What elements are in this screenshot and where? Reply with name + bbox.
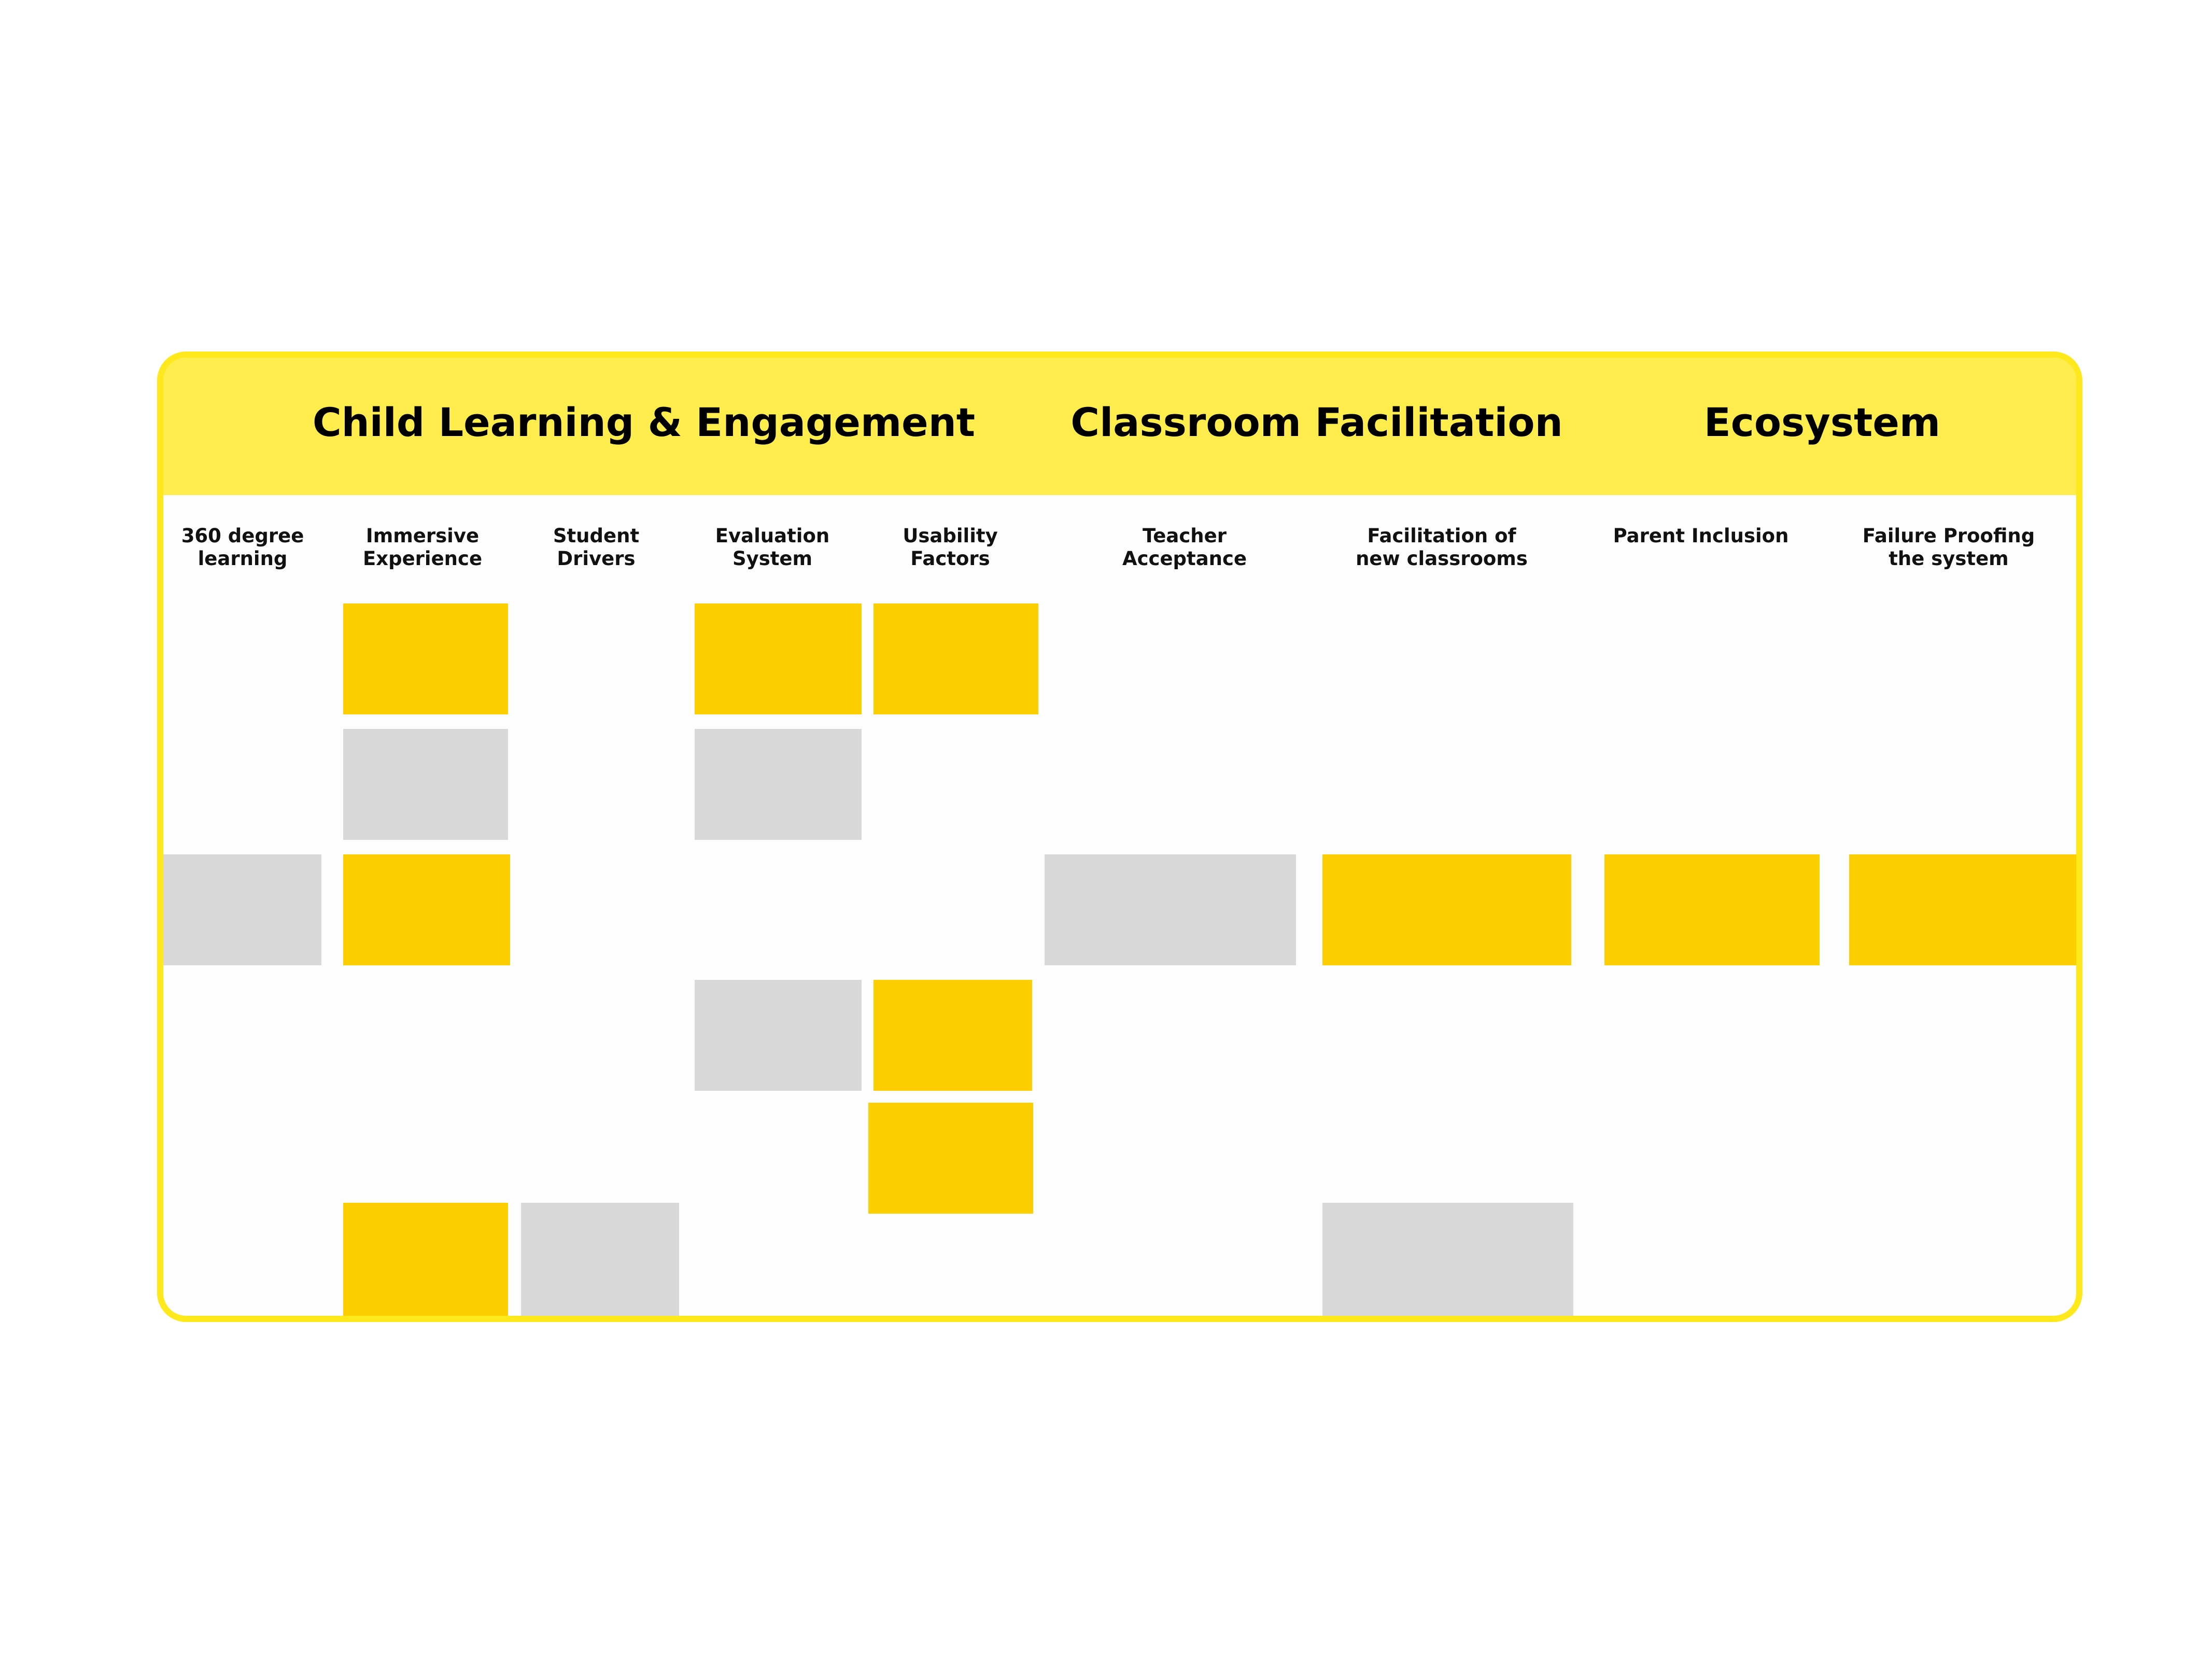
sticky-note-yellow[interactable] <box>695 603 862 714</box>
group-title-classroom-facilitation: Classroom Facilitation <box>1070 399 1563 445</box>
column-label-360-degree-learning: 360 degree learning <box>181 525 304 570</box>
sticky-note-grey[interactable] <box>1322 1203 1573 1316</box>
sticky-note-grey[interactable] <box>1045 854 1296 965</box>
sticky-note-yellow[interactable] <box>343 854 510 965</box>
sticky-note-yellow[interactable] <box>873 980 1032 1091</box>
sticky-note-yellow[interactable] <box>1849 854 2076 965</box>
column-label-usability-factors: Usability Factors <box>903 525 998 570</box>
sticky-note-yellow[interactable] <box>1322 854 1571 965</box>
sticky-note-grey[interactable] <box>695 980 862 1091</box>
sticky-note-yellow[interactable] <box>873 603 1038 714</box>
group-title-child-learning: Child Learning & Engagement <box>312 399 976 445</box>
sticky-note-yellow[interactable] <box>343 603 508 714</box>
sticky-note-yellow[interactable] <box>868 1103 1033 1214</box>
column-label-teacher-acceptance: Teacher Acceptance <box>1122 525 1247 570</box>
group-title-ecosystem: Ecosystem <box>1703 399 1941 445</box>
column-label-parent-inclusion: Parent Inclusion <box>1613 525 1789 547</box>
sticky-note-grey[interactable] <box>695 729 862 840</box>
sticky-note-grey[interactable] <box>521 1203 679 1316</box>
sticky-note-grey[interactable] <box>343 729 508 840</box>
column-label-facilitation-of-new-classrooms: Facilitation of new classrooms <box>1356 525 1528 570</box>
affinity-board: Child Learning & Engagement Classroom Fa… <box>157 352 2082 1322</box>
sticky-note-yellow[interactable] <box>343 1203 508 1316</box>
column-label-student-drivers: Student Drivers <box>553 525 640 570</box>
group-header-band <box>163 358 2076 495</box>
sticky-note-grey[interactable] <box>163 854 321 965</box>
sticky-note-yellow[interactable] <box>1604 854 1820 965</box>
column-label-evaluation-system: Evaluation System <box>715 525 830 570</box>
column-label-immersive-experience: Immersive Experience <box>362 525 483 570</box>
column-label-failure-proofing: Failure Proofing the system <box>1862 525 2035 570</box>
